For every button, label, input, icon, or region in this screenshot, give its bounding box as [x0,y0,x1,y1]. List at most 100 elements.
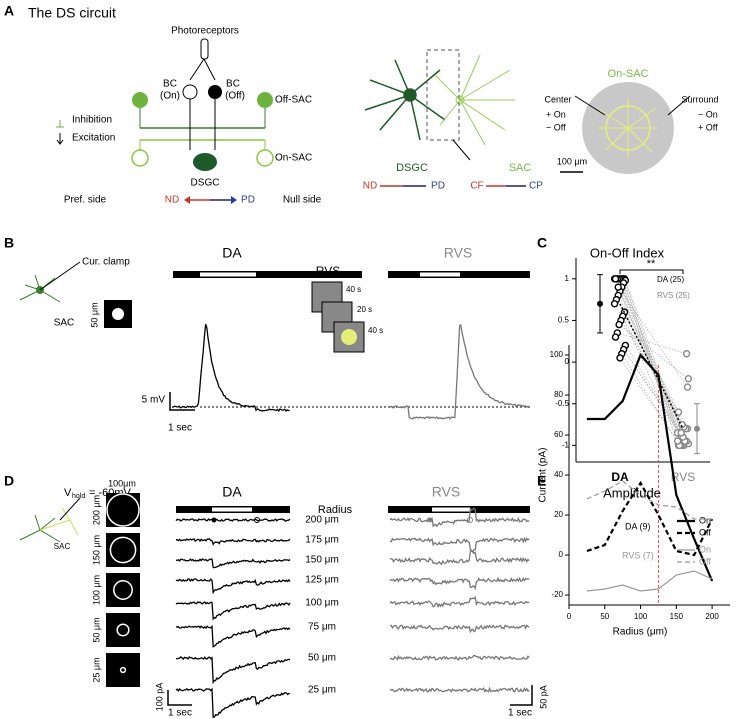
panel-label: B [4,235,14,251]
legend-group: RVS (7) [622,550,654,560]
trace [175,687,291,718]
pair-line [618,324,689,380]
pair-line [621,287,680,433]
sac-icons [19,261,533,706]
trace [389,536,530,554]
label: 200 μm [91,495,101,525]
pair-line [619,357,678,442]
series-line [586,570,713,592]
label: RVS [444,245,473,261]
label: − On [698,109,718,119]
data-point [615,320,623,329]
data-point [611,275,620,283]
trace [175,518,291,522]
label: Radius [318,504,353,516]
label: BC [163,79,177,90]
data-point [684,375,693,383]
legend-label: DA (25) [657,275,684,284]
x-tick-label: RVS [671,470,695,484]
label: 100 μm [91,575,101,605]
legend-label: On [699,515,711,525]
label: 20 s [357,305,372,314]
label: BC [226,79,240,90]
y-tick-label: -1 [562,440,570,449]
trace [175,558,291,569]
label: PD [241,195,255,206]
thumbnail [106,533,140,567]
thumbnail [106,613,140,647]
axis-title: Current (pA) [538,447,549,502]
mean-point [694,425,700,432]
y-tick-label: 100 [550,350,564,359]
label: SAC [54,318,75,329]
thumbnail-stimulus [106,493,140,527]
label: On-SAC [608,68,649,80]
trace [389,576,530,591]
y-tick-label: 60 [554,430,563,439]
pair-line [617,332,687,355]
stimulus-bar [200,272,256,277]
label: PD [431,181,445,192]
label: 175 μm [305,535,339,546]
label: (On) [160,91,180,102]
label: 50 pA [538,685,548,709]
pair-line [625,280,684,438]
thumbnail-stimulus [109,536,137,564]
pair-line [622,316,681,446]
trace [389,323,530,420]
label: 100 μm [557,156,587,166]
y-tick-label: 0 [559,550,564,559]
panel-a-diagram [56,38,691,204]
y-tick-label: -20 [551,590,563,599]
label: Center [544,94,571,104]
series-line [586,480,713,520]
thumbnail-stimulus [119,666,127,674]
stimulus-bar [173,271,362,278]
x-tick-label: 150 [670,612,684,621]
legend-label: RVS (25) [657,291,690,300]
pair-line [623,349,682,434]
mean-point [597,300,603,307]
label: DSGC [396,162,428,174]
trace [389,507,530,528]
panel-label: D [4,473,14,489]
trace [171,323,290,412]
trace [175,538,291,546]
label: RVS [432,484,461,500]
thumbnail [106,653,140,687]
label: 50 μm [91,617,101,642]
significance-bracket [619,269,684,274]
label: Photoreceptors [171,26,239,37]
label: 1 sec [168,708,192,719]
label: 150 μm [305,555,339,566]
label: 25 μm [308,685,336,696]
data-point [682,350,691,358]
legend-label: Off [699,556,711,566]
data-point [611,333,620,341]
label: Off-SAC [275,95,312,106]
data-point [674,408,683,416]
legend-label: Off [699,527,711,537]
label: SAC [54,542,71,551]
trace [389,686,530,694]
panel-label: C [537,235,547,251]
trace [389,550,530,566]
label: 100 pA [154,683,164,712]
panel-title: The DS circuit [28,5,116,21]
label: 1 sec [508,708,532,719]
label: CF [470,181,483,192]
stimulus-bar [420,272,460,277]
label: 40 s [346,285,361,294]
label: Cur. clamp [82,257,130,268]
trace [389,624,530,634]
thumbnail-stimulus [116,623,130,637]
trace [175,656,291,685]
y-tick-label: 80 [554,390,563,399]
stimulus-bar [212,507,252,512]
data-point [673,437,682,445]
label: On-SAC [275,153,312,164]
label: V [64,487,72,499]
chart-title: Amplitude [603,485,661,500]
y-tick-label: 40 [554,470,563,479]
